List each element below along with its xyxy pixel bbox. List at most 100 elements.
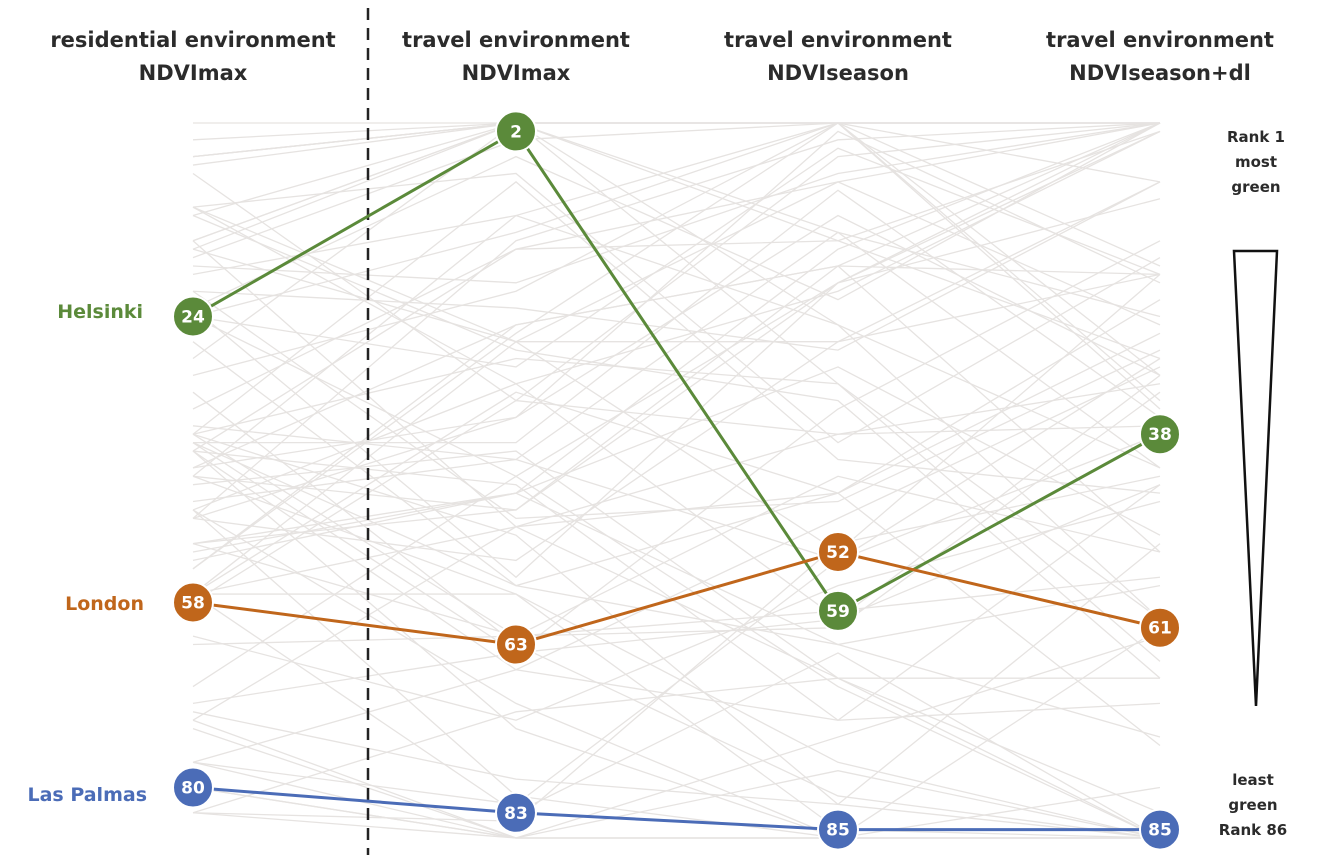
background-line — [192, 357, 1161, 620]
rank-label-las-palmas-3: 85 — [826, 821, 850, 841]
rank-marker-london-3 — [817, 531, 859, 573]
background-line — [192, 728, 1160, 839]
background-line — [192, 290, 1161, 520]
background-line — [192, 433, 1161, 839]
background-line — [192, 442, 1161, 746]
series-london: 58 63 52 61 — [172, 531, 1181, 666]
background-line — [192, 122, 1161, 402]
background-line — [192, 299, 1161, 595]
series-las-palmas: 80 83 85 85 — [172, 766, 1181, 851]
background-line — [192, 509, 1161, 839]
background-line — [192, 130, 1161, 452]
rank-label-las-palmas-2: 83 — [504, 804, 528, 824]
rank-marker-london-1 — [172, 581, 214, 624]
background-line — [192, 450, 1161, 839]
rank-label-helsinki-1: 24 — [181, 307, 205, 327]
background-line — [192, 433, 1161, 637]
rank-label-london-1: 58 — [181, 593, 205, 613]
series-layer: 24 2 59 38 58 63 52 61 80 83 85 85 — [172, 110, 1181, 851]
rank-marker-helsinki-3 — [817, 589, 859, 632]
background-line — [192, 315, 1161, 839]
background-line — [192, 341, 1161, 646]
background-line — [192, 181, 1161, 343]
background-line — [192, 122, 1160, 166]
rank-wedge-icon — [1232, 249, 1279, 707]
background-line — [192, 147, 1161, 368]
background-line — [192, 122, 1161, 519]
legend-bottom-line1: least — [1232, 771, 1274, 789]
background-line — [192, 391, 1161, 637]
axis-title-3-line1: travel environment — [724, 28, 952, 52]
rank-label-las-palmas-1: 80 — [181, 779, 205, 799]
background-line — [192, 240, 1161, 528]
legend-bottom-line2: green — [1228, 796, 1277, 814]
background-line — [192, 122, 1161, 360]
rank-label-london-2: 63 — [504, 636, 528, 656]
background-line — [192, 593, 1161, 839]
background-line — [192, 130, 1161, 469]
background-line — [192, 399, 1161, 604]
axis-title-2-line2: NDVImax — [462, 61, 571, 85]
axis-title-4-line1: travel environment — [1046, 28, 1274, 52]
rank-label-las-palmas-4: 85 — [1148, 821, 1172, 841]
axis-title-1-line2: NDVImax — [139, 61, 248, 85]
axis-title-4-line2: NDVIseason+dl — [1069, 61, 1251, 85]
background-line — [192, 265, 1161, 553]
legend-top-line2: most — [1235, 153, 1277, 171]
background-line — [192, 273, 1161, 562]
background-line — [192, 122, 1161, 410]
background-line — [192, 475, 1161, 646]
background-line — [192, 265, 1161, 469]
rank-marker-london-2 — [495, 623, 537, 666]
rank-label-london-4: 61 — [1148, 619, 1172, 639]
background-line — [192, 366, 1161, 763]
background-line — [192, 374, 1161, 654]
axis-title-3-line2: NDVIseason — [767, 61, 909, 85]
background-line — [192, 122, 1161, 688]
axis-title-2: travel environment NDVImax — [402, 28, 630, 85]
rank-marker-las-palmas-2 — [495, 791, 537, 834]
background-line — [192, 543, 1161, 806]
rank-marker-helsinki-1 — [172, 295, 214, 338]
background-rank-lines — [192, 122, 1161, 839]
rank-marker-las-palmas-1 — [172, 766, 214, 809]
background-line — [192, 500, 1161, 721]
background-line — [192, 635, 1161, 839]
rank-marker-las-palmas-4 — [1139, 808, 1181, 851]
series-line-helsinki — [192, 129, 1161, 613]
background-line — [192, 122, 1160, 318]
background-line — [192, 122, 1161, 410]
background-line — [192, 181, 1161, 494]
background-line — [192, 122, 1160, 570]
rank-label-helsinki-3: 59 — [826, 602, 850, 622]
background-line — [192, 492, 1161, 738]
legend-bottom-line3: Rank 86 — [1219, 821, 1287, 839]
series-line-las-palmas — [192, 786, 1160, 832]
series-helsinki: 24 2 59 38 — [172, 110, 1181, 632]
background-line — [192, 450, 1161, 722]
series-line-london — [192, 550, 1161, 647]
rank-marker-london-4 — [1139, 606, 1181, 649]
background-line — [192, 122, 1161, 620]
background-line — [192, 231, 1161, 503]
background-line — [192, 122, 1161, 318]
rank-marker-helsinki-2 — [495, 110, 537, 153]
rank-label-helsinki-2: 2 — [510, 122, 522, 142]
background-line — [192, 475, 1161, 839]
series-label-helsinki: Helsinki — [57, 301, 143, 323]
legend-top-line3: green — [1231, 178, 1280, 196]
legend-top-line1: Rank 1 — [1227, 128, 1285, 146]
background-line — [192, 391, 1161, 839]
series-label-las-palmas: Las Palmas — [27, 784, 147, 806]
background-line — [192, 122, 1161, 376]
background-line — [192, 206, 1161, 621]
rank-label-london-3: 52 — [826, 543, 850, 563]
background-line — [192, 677, 1160, 814]
rank-label-helsinki-4: 38 — [1148, 425, 1172, 445]
background-line — [192, 181, 1161, 351]
background-line — [192, 214, 1161, 679]
axis-title-1: residential environment NDVImax — [50, 28, 335, 85]
axis-title-1-line1: residential environment — [50, 28, 335, 52]
rank-marker-helsinki-4 — [1139, 413, 1181, 456]
